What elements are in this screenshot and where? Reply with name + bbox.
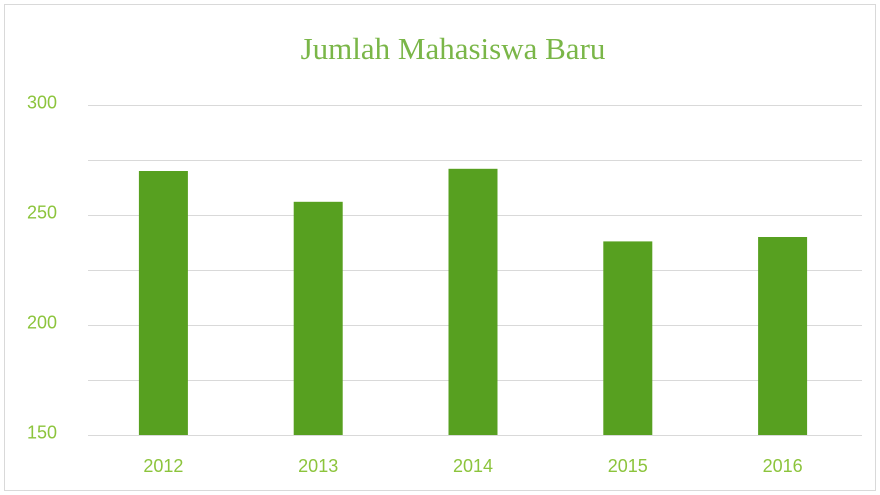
x-tick-label: 2014 (453, 456, 493, 476)
x-tick-label: 2012 (143, 456, 183, 476)
bar (758, 237, 808, 435)
y-tick-label: 150 (27, 422, 57, 442)
bar (293, 201, 343, 435)
bar (138, 171, 188, 435)
x-tick-label: 2013 (298, 456, 338, 476)
x-tick-label: 2015 (608, 456, 648, 476)
bar (448, 168, 498, 436)
bar (603, 241, 653, 435)
chart-title: Jumlah Mahasiswa Baru (301, 31, 606, 66)
y-tick-label: 200 (27, 312, 57, 332)
chart-frame (4, 4, 876, 491)
y-tick-label: 250 (27, 202, 57, 222)
x-tick-label: 2016 (763, 456, 803, 476)
y-tick-label: 300 (27, 92, 57, 112)
